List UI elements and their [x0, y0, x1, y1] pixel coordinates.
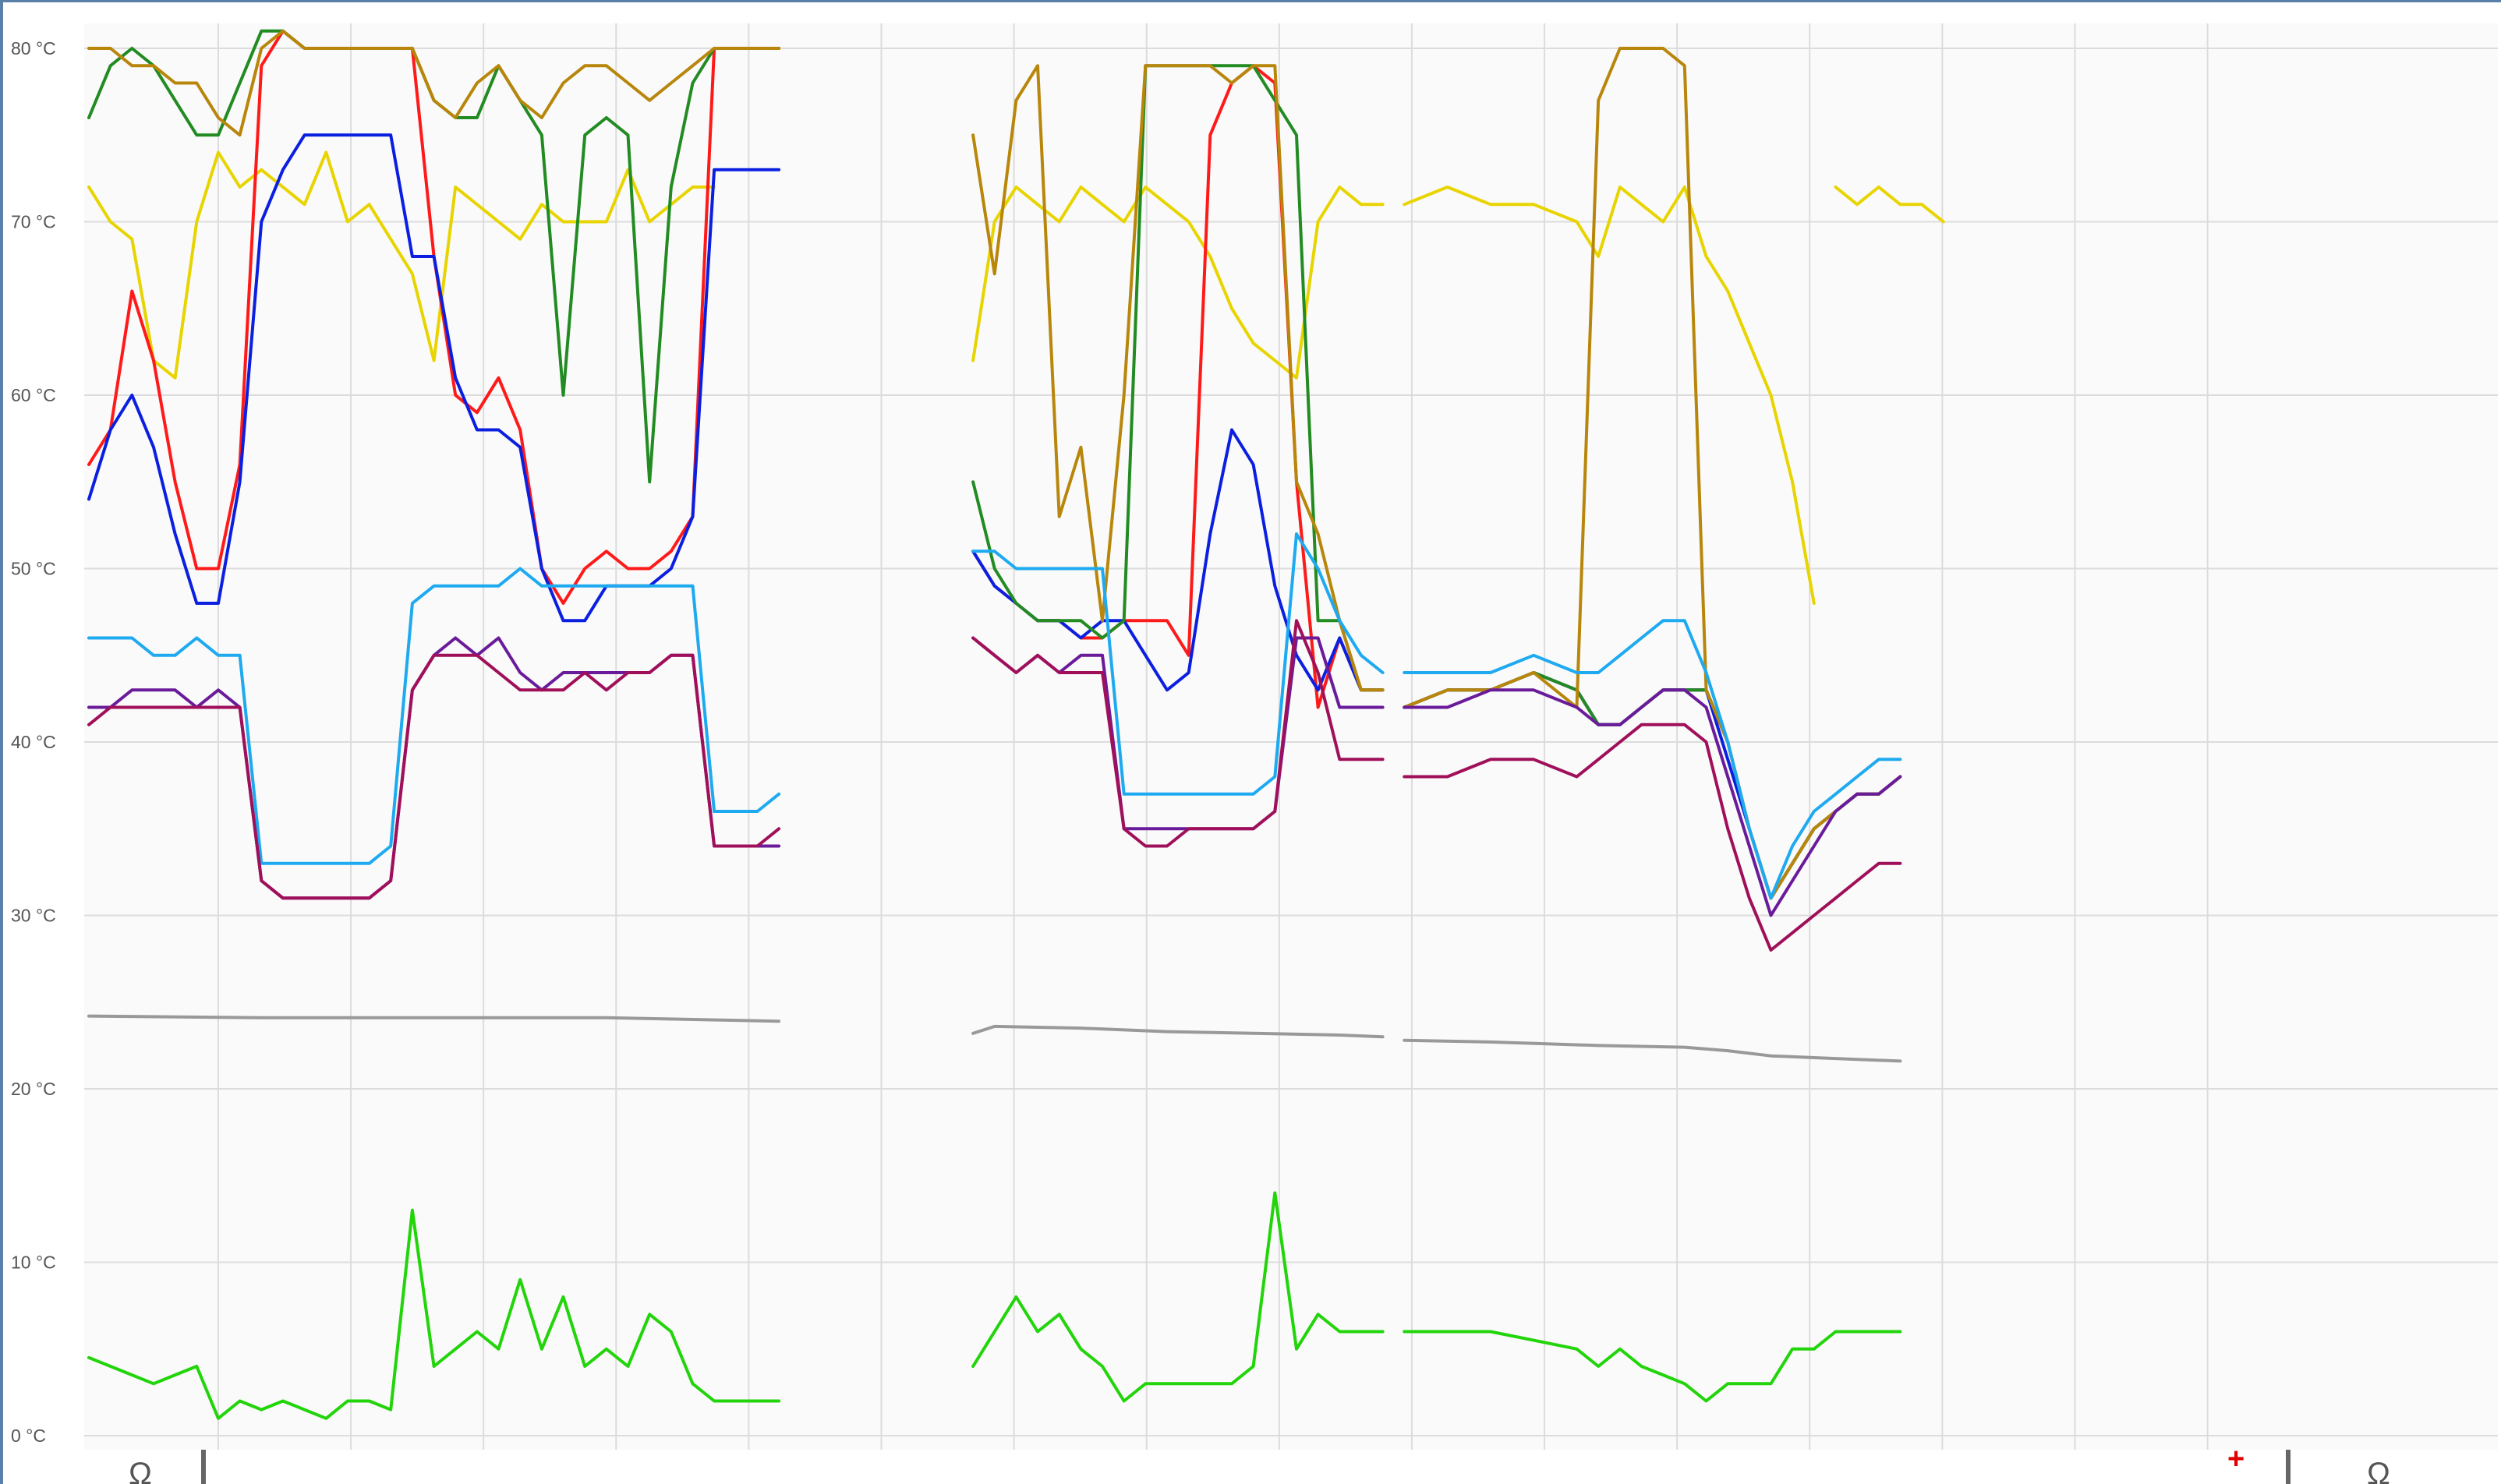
plot-area	[84, 23, 2498, 1450]
y-tick-label: 30 °C	[11, 906, 56, 926]
series-5-segment-1	[971, 532, 1385, 796]
y-tick-label: 40 °C	[11, 732, 56, 752]
scroll-handle-right-icon[interactable]: Ω	[2367, 1457, 2390, 1484]
series-4-segment-1	[971, 64, 1385, 692]
series-7	[87, 619, 1902, 952]
series-8-segment-2	[1403, 1038, 1902, 1063]
series-6-segment-2	[1403, 688, 1902, 917]
y-tick-label: 60 °C	[11, 385, 56, 405]
series-4-segment-0	[87, 29, 781, 137]
y-tick-label: 50 °C	[11, 559, 56, 579]
series-9-segment-0	[87, 1208, 781, 1420]
series-0-segment-2	[1403, 186, 1816, 605]
cursor-marker-icon: +	[2227, 1443, 2245, 1475]
series-5-segment-2	[1403, 619, 1902, 900]
timeline-scrollbar[interactable]: Ω + Ω	[129, 1443, 2390, 1484]
y-axis-ticks: 80 °C 70 °C 60 °C 50 °C 40 °C 30 °C 20 °C 10 °C…	[11, 38, 56, 1446]
y-tick-label: 80 °C	[11, 38, 56, 58]
top-window-edge	[0, 0, 2501, 2]
y-tick-label: 70 °C	[11, 212, 56, 232]
series-9-segment-1	[971, 1191, 1385, 1403]
range-handle-left[interactable]	[201, 1450, 206, 1484]
series-0	[87, 150, 1945, 605]
series-0-segment-0	[87, 150, 716, 380]
range-handle-right[interactable]	[2286, 1450, 2291, 1484]
series-9-segment-2	[1403, 1330, 1902, 1403]
series-0-segment-3	[1834, 186, 1945, 224]
series-7-segment-1	[971, 619, 1385, 848]
series-lines	[87, 29, 1945, 1420]
series-7-segment-2	[1403, 723, 1902, 952]
series-8	[87, 1014, 1902, 1063]
series-5-segment-0	[87, 567, 781, 865]
series-0-segment-1	[971, 186, 1385, 380]
series-8-segment-0	[87, 1014, 781, 1023]
series-9	[87, 1191, 1902, 1420]
series-5	[87, 532, 1902, 900]
series-2-segment-0	[87, 133, 781, 623]
series-7-segment-0	[87, 653, 781, 900]
y-tick-label: 10 °C	[11, 1253, 56, 1273]
scroll-handle-left-icon[interactable]: Ω	[129, 1457, 152, 1484]
y-tick-label: 0 °C	[11, 1426, 46, 1446]
series-8-segment-1	[971, 1024, 1385, 1039]
left-window-edge	[0, 0, 3, 1484]
y-tick-label: 20 °C	[11, 1079, 56, 1099]
